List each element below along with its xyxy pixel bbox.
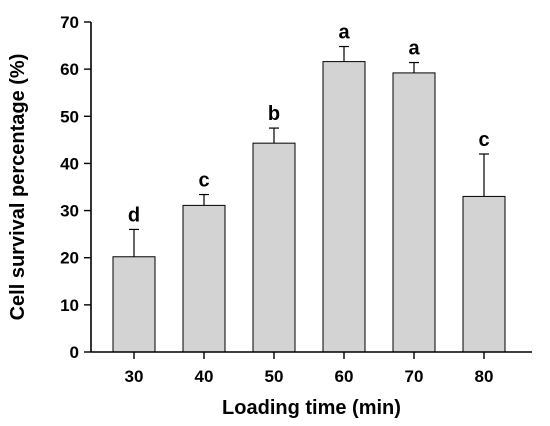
y-ticks-layer: 0 10 20 30 40 50 60 70 [60, 13, 91, 362]
x-ticks-layer: 30 40 50 60 70 80 [125, 352, 494, 386]
x-tick-label: 30 [125, 367, 144, 386]
significance-labels-layer: d c b a a c [128, 22, 490, 227]
significance-label: b [268, 103, 280, 125]
y-tick-label: 20 [60, 249, 79, 268]
y-tick-label: 40 [60, 154, 79, 173]
significance-label: c [198, 170, 209, 192]
bar [112, 256, 156, 353]
x-tick-label: 70 [405, 367, 424, 386]
bars-layer [112, 61, 506, 353]
bar [392, 72, 436, 353]
y-tick-label: 10 [60, 296, 79, 315]
x-tick-label: 80 [475, 367, 494, 386]
x-axis-title: Loading time (min) [222, 397, 401, 419]
y-tick-label: 0 [70, 343, 79, 362]
significance-label: a [408, 38, 420, 60]
y-tick-label: 30 [60, 202, 79, 221]
y-tick-label: 60 [60, 60, 79, 79]
y-tick-label: 50 [60, 107, 79, 126]
bar [252, 142, 296, 353]
significance-label: c [478, 129, 489, 151]
error-bars-layer [129, 45, 489, 257]
bar [462, 195, 506, 353]
bar [322, 61, 366, 353]
axes-layer [90, 22, 532, 353]
y-tick-label: 70 [60, 13, 79, 32]
y-axis-title: Cell survival percentage (%) [7, 54, 29, 321]
significance-label: d [128, 204, 140, 226]
x-tick-label: 40 [195, 367, 214, 386]
x-tick-label: 50 [265, 367, 284, 386]
x-tick-label: 60 [335, 367, 354, 386]
significance-label: a [338, 22, 350, 44]
bar [182, 204, 226, 353]
